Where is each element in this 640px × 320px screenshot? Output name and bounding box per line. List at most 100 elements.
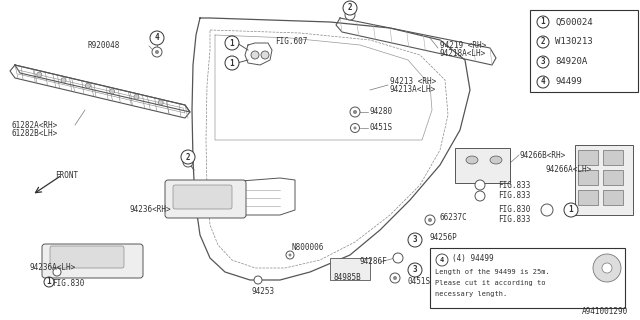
Circle shape [564,203,578,217]
Text: A941001290: A941001290 [582,308,628,316]
Circle shape [410,235,420,245]
Circle shape [475,180,485,190]
Circle shape [261,51,269,59]
Circle shape [393,253,403,263]
Text: FIG.830: FIG.830 [52,278,84,287]
Circle shape [343,1,357,15]
Circle shape [428,218,432,222]
Text: 1: 1 [47,277,51,286]
Circle shape [436,254,448,266]
Circle shape [44,277,54,287]
Text: necessary length.: necessary length. [435,291,508,297]
Circle shape [537,36,549,48]
Text: N800006: N800006 [292,244,324,252]
Circle shape [350,107,360,117]
Text: 94280: 94280 [370,108,393,116]
Text: 1: 1 [230,59,234,68]
Text: W130213: W130213 [555,37,593,46]
Text: Please cut it according to: Please cut it according to [435,280,545,286]
Text: 94213 <RH>: 94213 <RH> [390,77,436,86]
Circle shape [390,273,400,283]
Circle shape [36,72,42,77]
Text: 1: 1 [230,38,234,47]
Text: 4: 4 [541,77,545,86]
Text: 3: 3 [413,266,417,275]
Text: 94236<RH>: 94236<RH> [130,205,172,214]
Circle shape [602,263,612,273]
Text: 61282A<RH>: 61282A<RH> [12,121,58,130]
Circle shape [158,100,163,105]
Ellipse shape [466,156,478,164]
Text: 2: 2 [541,37,545,46]
Circle shape [254,276,262,284]
Circle shape [541,204,553,216]
Text: 84920A: 84920A [555,58,588,67]
Circle shape [134,94,139,99]
Circle shape [181,150,195,164]
Circle shape [289,253,291,257]
Text: FIG.830: FIG.830 [498,205,531,214]
Circle shape [109,89,115,94]
Circle shape [537,76,549,88]
Text: 94256P: 94256P [430,234,458,243]
Circle shape [353,126,356,130]
Text: 94286F: 94286F [360,258,388,267]
Bar [578,150,598,165]
Text: 4: 4 [440,257,444,263]
Text: Q500024: Q500024 [555,18,593,27]
Circle shape [351,124,360,132]
Text: FRONT: FRONT [55,171,78,180]
Circle shape [251,51,259,59]
Text: 94253: 94253 [252,286,275,295]
Text: R920048: R920048 [87,42,120,51]
FancyBboxPatch shape [42,244,143,278]
Text: 4: 4 [155,34,159,43]
Text: 0451S: 0451S [370,124,393,132]
Text: 94219 <RH>: 94219 <RH> [440,41,486,50]
Text: 1: 1 [541,18,545,27]
Circle shape [537,16,549,28]
Bar [603,190,623,205]
FancyBboxPatch shape [165,180,246,218]
Circle shape [408,263,422,277]
Text: FIG.833: FIG.833 [498,180,531,189]
Bar [330,258,370,280]
Text: 2: 2 [348,4,352,12]
Circle shape [53,268,61,276]
Text: 1: 1 [569,205,573,214]
Text: 94236A<LH>: 94236A<LH> [30,262,76,271]
Circle shape [537,56,549,68]
Ellipse shape [490,156,502,164]
Bar [603,150,623,165]
Text: 94499: 94499 [555,77,582,86]
Circle shape [225,36,239,50]
Circle shape [475,191,485,201]
Text: 2: 2 [186,153,190,162]
Text: 94266B<RH>: 94266B<RH> [520,150,566,159]
Text: 0451S: 0451S [408,277,431,286]
Circle shape [85,83,90,88]
Text: FIG.607: FIG.607 [275,37,307,46]
Bar [430,248,625,308]
Text: 94266A<LH>: 94266A<LH> [545,165,591,174]
Circle shape [593,254,621,282]
Circle shape [183,157,193,167]
Text: 84985B: 84985B [333,273,361,282]
Bar [575,145,633,215]
Text: 3: 3 [541,58,545,67]
Text: 66237C: 66237C [440,213,468,222]
Bar [603,170,623,185]
FancyBboxPatch shape [173,185,232,209]
Bar [530,10,638,92]
Circle shape [61,78,66,83]
Circle shape [408,233,422,247]
Text: 94218A<LH>: 94218A<LH> [440,49,486,58]
Circle shape [345,10,355,20]
Text: FIG.833: FIG.833 [498,215,531,225]
Bar [455,148,510,183]
Circle shape [353,110,357,114]
Text: (4) 94499: (4) 94499 [452,254,493,263]
Bar [578,190,598,205]
Circle shape [225,56,239,70]
Circle shape [152,47,162,57]
